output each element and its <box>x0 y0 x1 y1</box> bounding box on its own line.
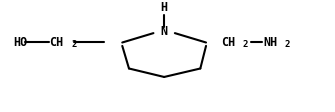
Text: 2: 2 <box>71 40 77 49</box>
Text: CH: CH <box>50 36 64 49</box>
Text: CH: CH <box>221 36 236 49</box>
Text: N: N <box>160 25 168 38</box>
Text: 2: 2 <box>243 40 248 49</box>
Text: 2: 2 <box>285 40 290 49</box>
Text: NH: NH <box>263 36 277 49</box>
Text: HO: HO <box>13 36 28 49</box>
Text: H: H <box>160 1 168 13</box>
